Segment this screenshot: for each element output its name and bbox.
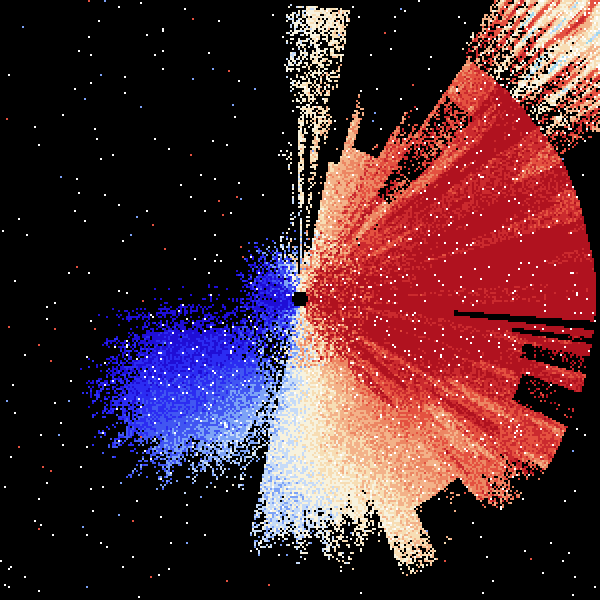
- radar-scope: [0, 0, 600, 600]
- radar-velocity-image: [0, 0, 600, 600]
